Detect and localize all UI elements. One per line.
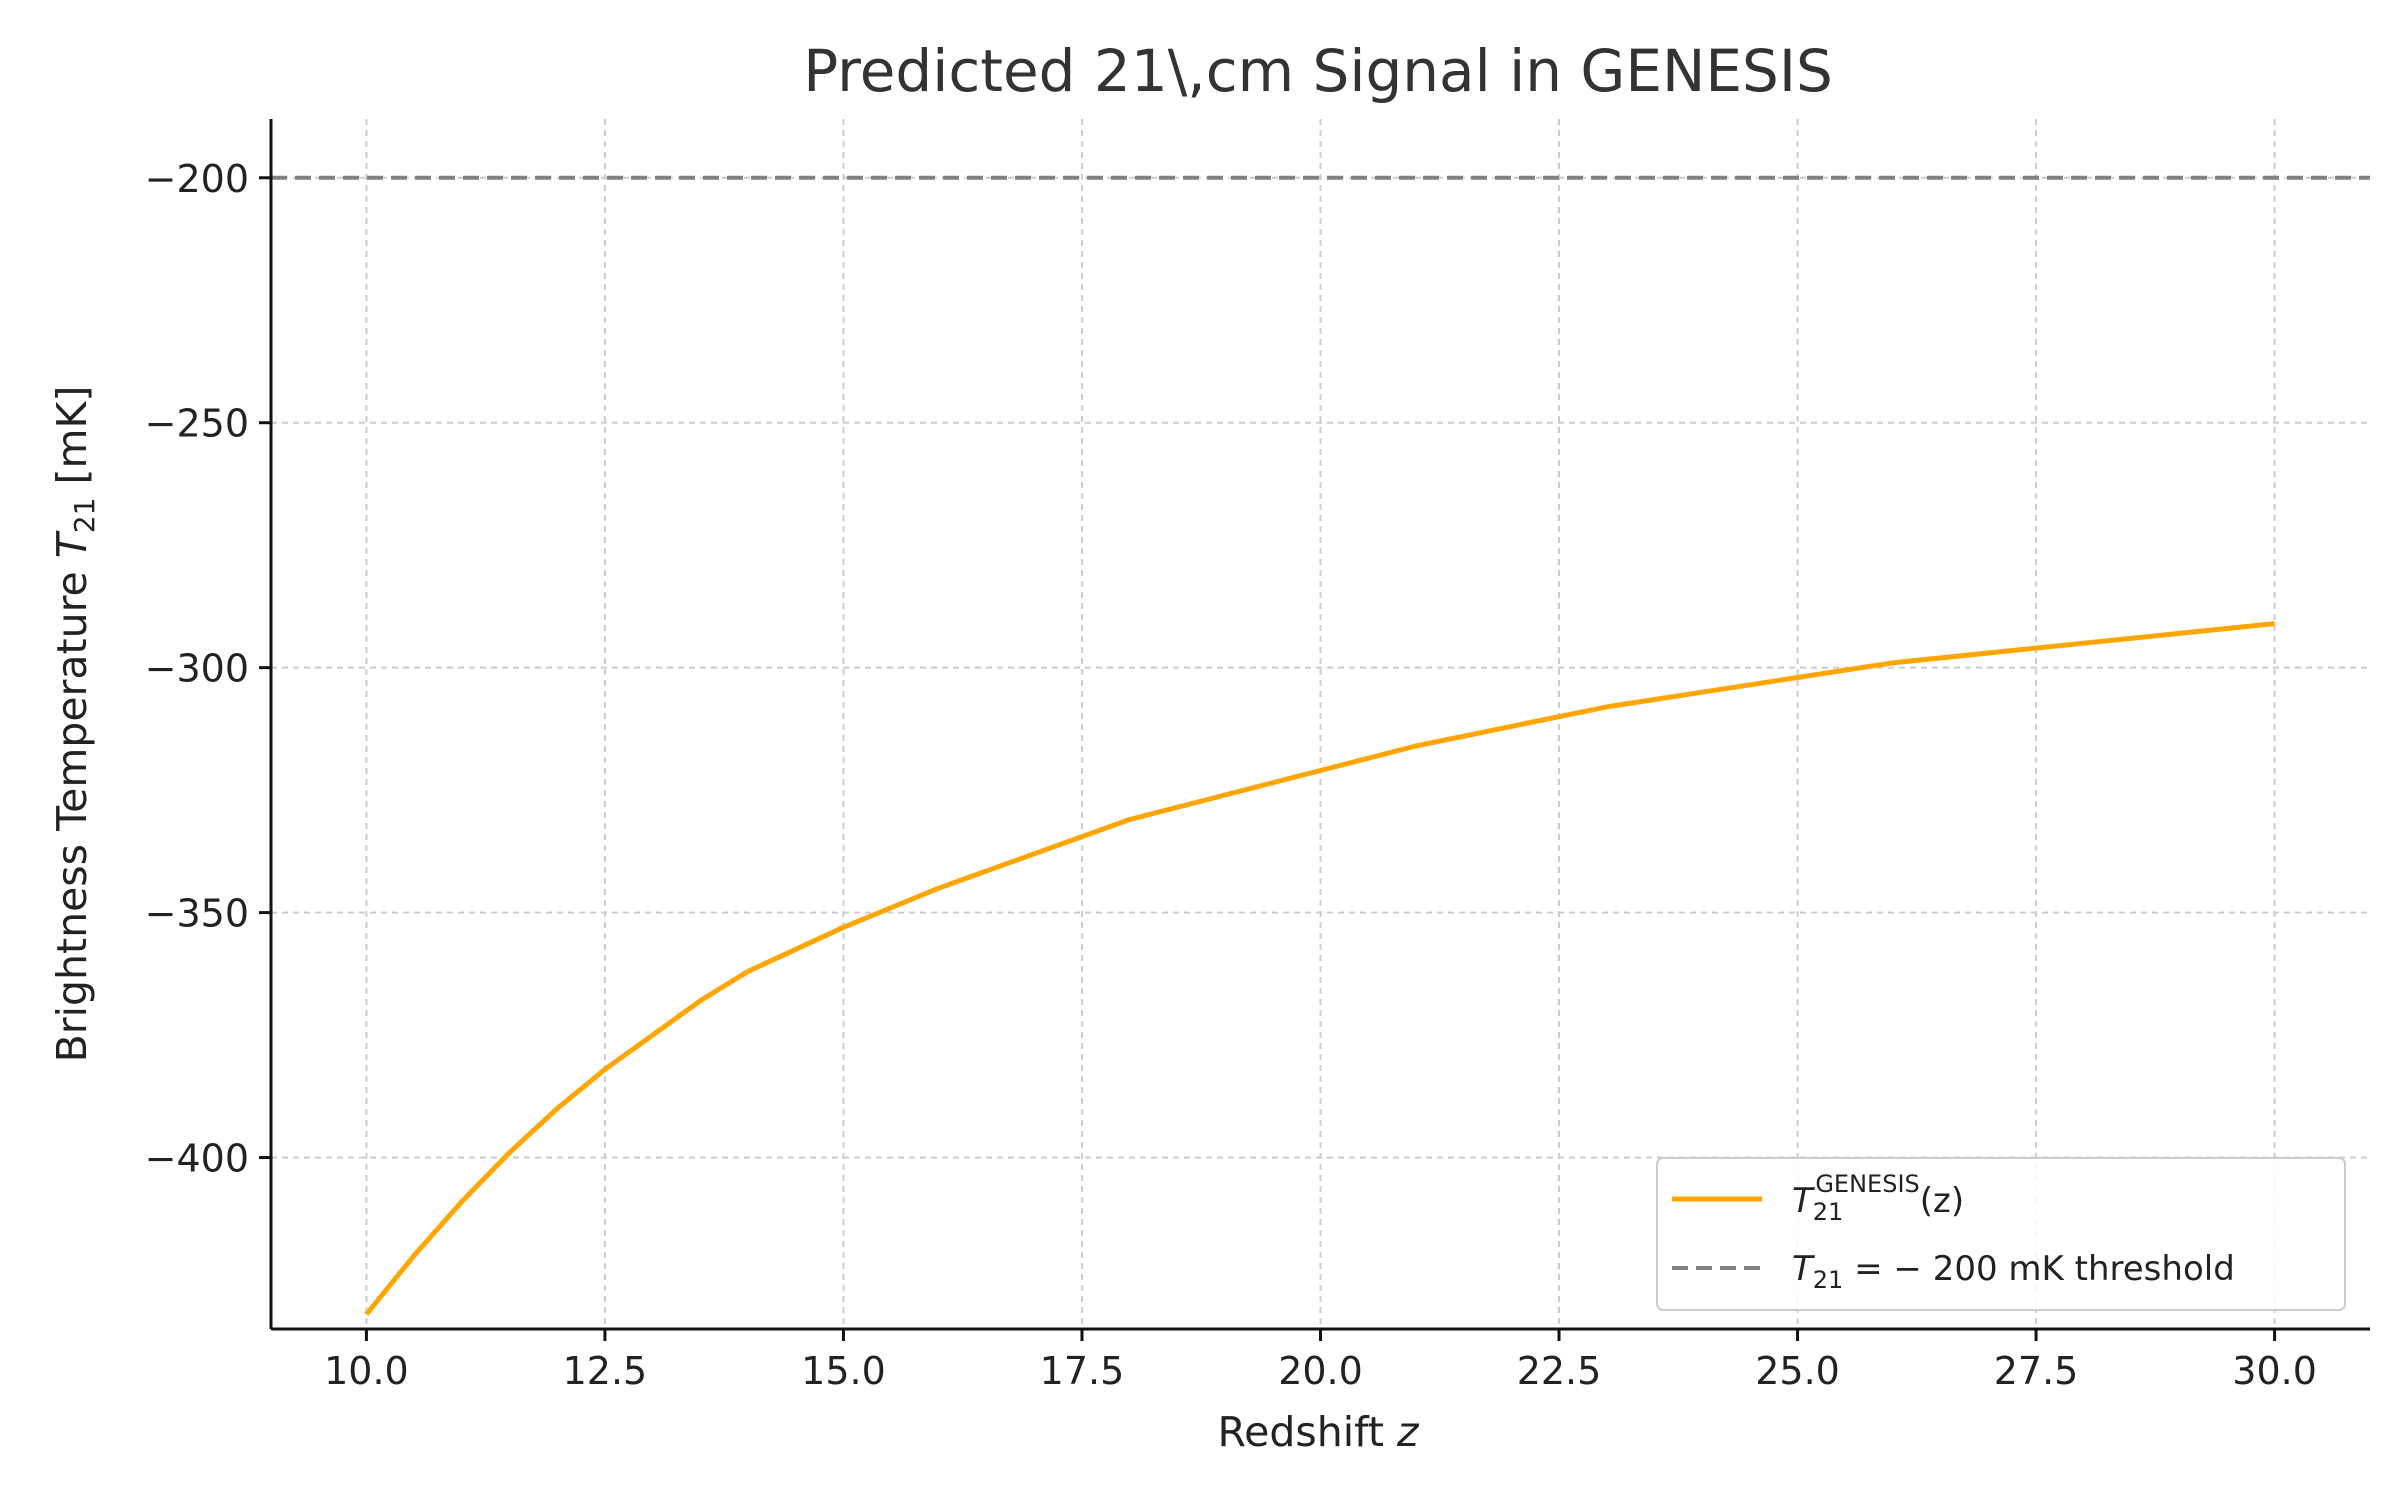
x-tick-label: 12.5 [563, 1349, 648, 1393]
x-tick-label: 22.5 [1517, 1349, 1602, 1393]
x-tick-label: 20.0 [1278, 1349, 1363, 1393]
x-tick-label: 17.5 [1040, 1349, 1125, 1393]
x-tick-label: 25.0 [1755, 1349, 1840, 1393]
x-ticks: 10.0 12.5 15.0 17.5 20.0 22.5 25.0 27.5 30.0 [324, 1329, 2317, 1393]
y-tick-label: −250 [145, 402, 249, 446]
y-tick-label: −300 [145, 647, 249, 691]
x-axis-label: Redshift z [1218, 1408, 1420, 1456]
y-tick-label: −350 [145, 892, 249, 936]
y-tick-label: −400 [145, 1137, 249, 1181]
x-tick-label: 10.0 [324, 1349, 409, 1393]
y-axis-label: Brightness Temperature T21 [mK] [48, 386, 101, 1063]
x-tick-label: 15.0 [801, 1349, 886, 1393]
x-tick-label: 30.0 [2232, 1349, 2317, 1393]
y-ticks: −200 −250 −300 −350 −400 [145, 157, 271, 1181]
genesis-curve [364, 621, 2275, 1316]
legend-frame [1656, 1157, 2346, 1311]
grid [271, 119, 2370, 1329]
legend-label-threshold: T21 = − 200 mK threshold [1792, 1249, 2235, 1294]
series-layer [271, 175, 2370, 1316]
x-tick-label: 27.5 [1994, 1349, 2079, 1393]
legend-label-genesis: T21GENESIS(z) [1792, 1170, 1964, 1226]
legend: T21GENESIS(z) T21 = − 200 mK threshold [1656, 1157, 2346, 1311]
y-tick-label: −200 [145, 157, 249, 201]
chart-title: Predicted 21\,cm Signal in GENESIS [803, 37, 1833, 105]
